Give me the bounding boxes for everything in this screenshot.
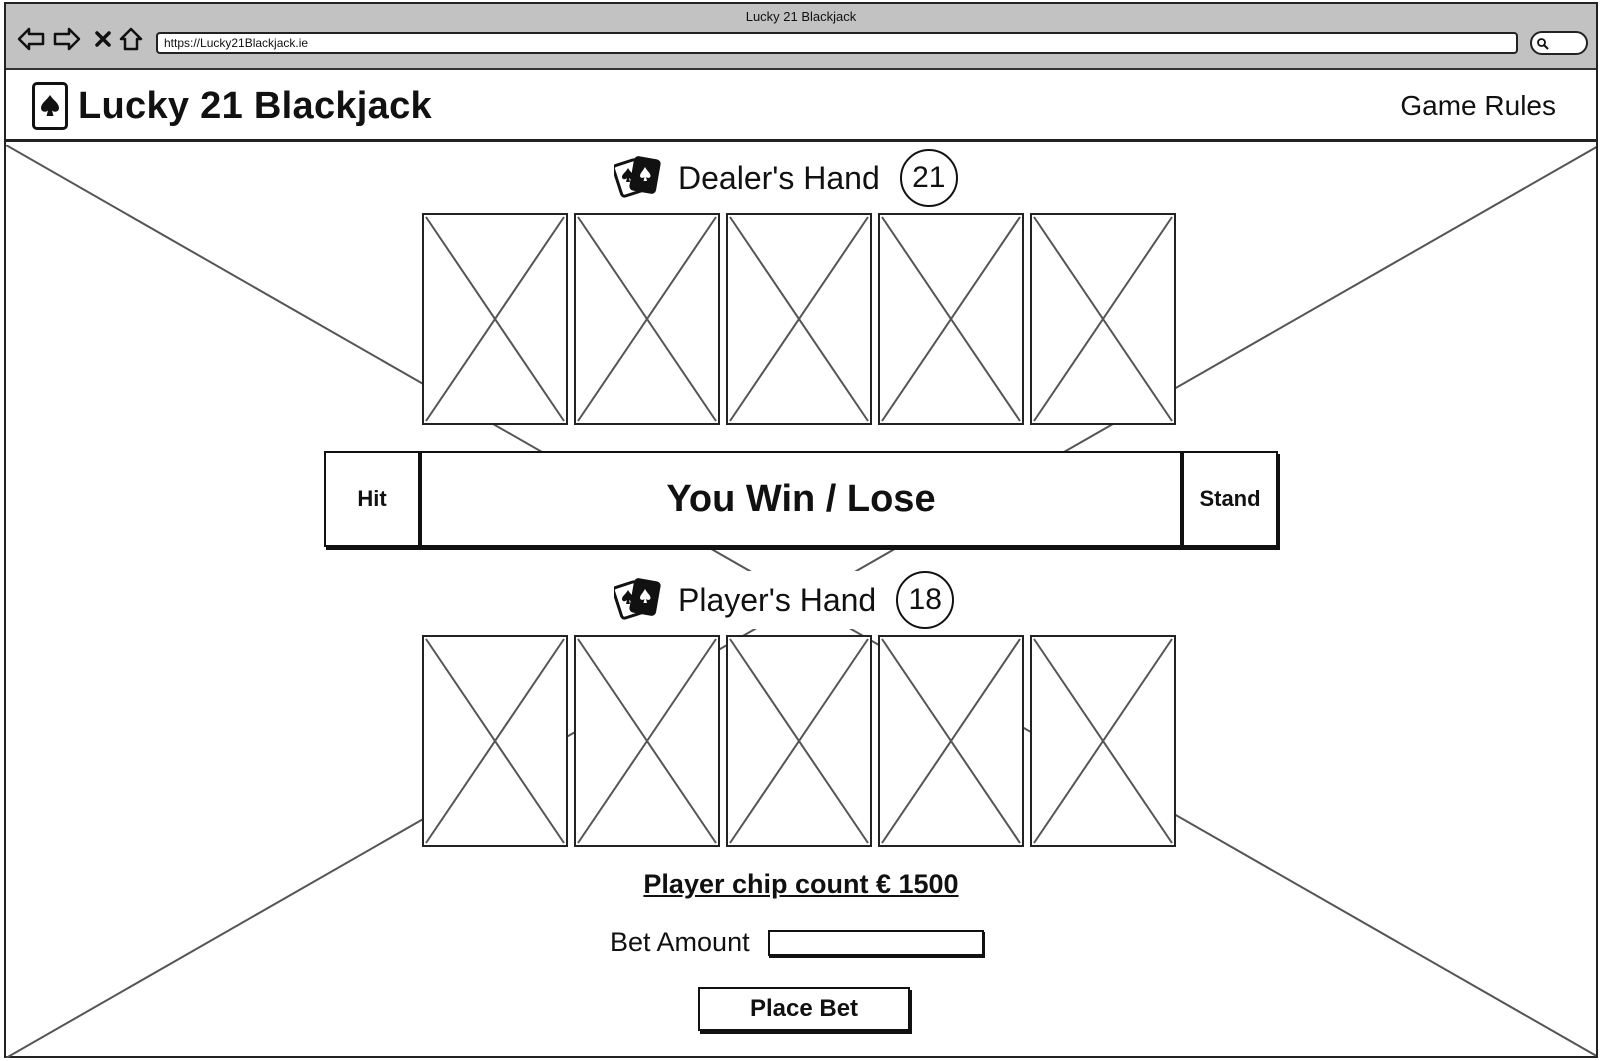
- spade-card-icon: [32, 82, 68, 130]
- chip-count-container: Player chip count € 1500: [6, 869, 1596, 900]
- brand-name: Lucky 21 Blackjack: [78, 84, 432, 127]
- app-header: Lucky 21 Blackjack Game Rules: [6, 70, 1596, 142]
- dealer-hand-title: Dealer's Hand: [678, 159, 880, 196]
- player-card-placeholder: [726, 635, 872, 847]
- bet-amount-label: Bet Amount: [610, 927, 750, 957]
- player-cards: [422, 635, 1176, 847]
- playing-cards-icon: [611, 154, 664, 203]
- window-title: Lucky 21 Blackjack: [745, 9, 857, 24]
- player-card-placeholder: [422, 635, 568, 847]
- stand-button[interactable]: Stand: [1182, 451, 1278, 547]
- dealer-card-placeholder: [726, 213, 872, 425]
- dealer-card-placeholder: [422, 213, 568, 425]
- dealer-cards: [422, 213, 1176, 425]
- search-icon: [1537, 38, 1549, 50]
- forward-icon[interactable]: [52, 24, 82, 54]
- player-score-badge: 18: [896, 571, 955, 629]
- player-hand-title: Player's Hand: [678, 581, 877, 618]
- game-rules-link[interactable]: Game Rules: [1400, 90, 1556, 121]
- dealer-hand-header: Dealer's Hand 21: [611, 149, 958, 207]
- player-hand-header: Player's Hand 18: [611, 571, 955, 629]
- player-card-placeholder: [878, 635, 1024, 847]
- bet-row: Bet Amount: [610, 927, 984, 958]
- dealer-score-badge: 21: [899, 149, 958, 207]
- back-icon[interactable]: [16, 24, 46, 54]
- home-icon[interactable]: [116, 24, 146, 54]
- chip-count-label: Player chip count € 1500: [639, 869, 963, 899]
- hit-button[interactable]: Hit: [324, 451, 420, 547]
- place-bet-button[interactable]: Place Bet: [698, 987, 910, 1031]
- browser-chrome: Lucky 21 Blackjack https://Lucky21Blackj…: [6, 4, 1596, 70]
- dealer-card-placeholder: [574, 213, 720, 425]
- action-bar: Hit You Win / Lose Stand: [324, 451, 1278, 547]
- dealer-card-placeholder: [1030, 213, 1176, 425]
- browser-window: Lucky 21 Blackjack https://Lucky21Blackj…: [4, 2, 1598, 1058]
- stop-icon[interactable]: [88, 24, 118, 54]
- bet-amount-input[interactable]: [767, 929, 984, 956]
- game-table: Dealer's Hand 21 Hit You Win / Lose Stan…: [6, 145, 1596, 1058]
- game-result-banner: You Win / Lose: [420, 451, 1182, 547]
- dealer-card-placeholder: [878, 213, 1024, 425]
- address-bar[interactable]: https://Lucky21Blackjack.ie: [156, 32, 1518, 54]
- browser-search-button[interactable]: [1530, 31, 1588, 55]
- player-card-placeholder: [574, 635, 720, 847]
- brand-logo[interactable]: Lucky 21 Blackjack: [32, 82, 432, 130]
- player-card-placeholder: [1030, 635, 1176, 847]
- playing-cards-icon: [611, 576, 664, 625]
